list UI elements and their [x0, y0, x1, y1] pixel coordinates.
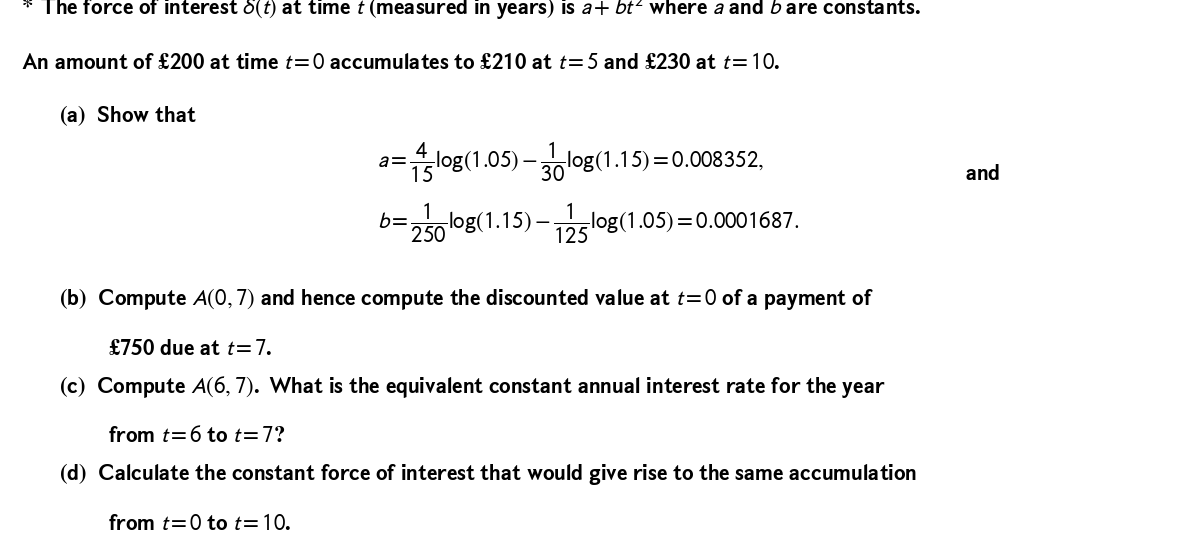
- Text: $\mathbf{*}$ $\mathbf{The\ force\ of\ interest\ }$$\delta(t)$$\mathbf{\ at\ time: $\mathbf{*}$ $\mathbf{The\ force\ of\ in…: [22, 0, 922, 22]
- Text: $a = \dfrac{4}{15}\log(1.05) - \dfrac{1}{30}\log(1.15) = 0.008352,$: $a = \dfrac{4}{15}\log(1.05) - \dfrac{1}…: [377, 140, 763, 185]
- Text: $\mathbf{(a)\ \ Show\ that}$: $\mathbf{(a)\ \ Show\ that}$: [59, 103, 197, 128]
- Text: $b = \dfrac{1}{250}\log(1.15) - \dfrac{1}{125}\log(1.05) = 0.0001687.$: $b = \dfrac{1}{250}\log(1.15) - \dfrac{1…: [377, 201, 799, 246]
- Text: $\mathbf{from\ }$$t=0$$\mathbf{\ to\ }$$t=10$$\mathbf{.}$: $\mathbf{from\ }$$t=0$$\mathbf{\ to\ }$$…: [108, 511, 292, 535]
- Text: $\mathbf{(b)\ \ Compute\ }$$A(0,7)$$\mathbf{\ and\ hence\ compute\ the\ discount: $\mathbf{(b)\ \ Compute\ }$$A(0,7)$$\mat…: [59, 286, 874, 312]
- Text: $\mathbf{£750\ due\ at\ }$$t=7$$\mathbf{.}$: $\mathbf{£750\ due\ at\ }$$t=7$$\mathbf{…: [108, 337, 272, 360]
- Text: $\mathbf{(c)\ \ Compute\ }$$A(6,7)$$\mathbf{.\ What\ is\ the\ equivalent\ consta: $\mathbf{(c)\ \ Compute\ }$$A(6,7)$$\mat…: [59, 374, 886, 400]
- Text: $\mathbf{(d)\ \ Calculate\ the\ constant\ force\ of\ interest\ that\ would\ give: $\mathbf{(d)\ \ Calculate\ the\ constant…: [59, 461, 917, 487]
- Text: $\mathbf{and}$: $\mathbf{and}$: [965, 163, 1000, 185]
- Text: $\mathbf{from\ }$$t=6$$\mathbf{\ to\ }$$t=7$$\mathbf{?}$: $\mathbf{from\ }$$t=6$$\mathbf{\ to\ }$$…: [108, 424, 286, 447]
- Text: $\mathbf{An\ amount\ of\ £200\ at\ time\ }$$t=0$$\mathbf{\ accumulates\ to\ £210: $\mathbf{An\ amount\ of\ £200\ at\ time\…: [22, 51, 781, 74]
